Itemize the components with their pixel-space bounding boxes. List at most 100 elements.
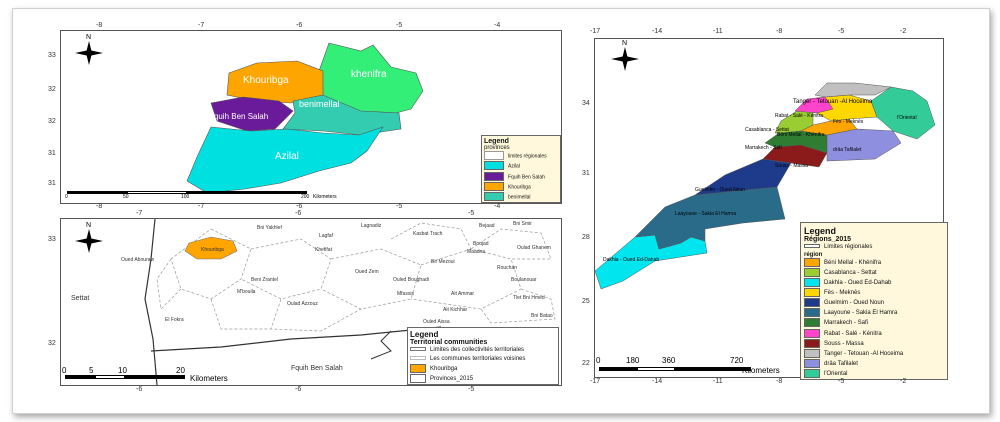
regions-map: N Tanger - Tetouan -Al Hoceima Rabat - S… <box>595 40 936 290</box>
legend-row: benimellal <box>484 192 558 202</box>
legend-subtitle: provinces <box>484 145 510 151</box>
place-label: Khouribga <box>201 247 224 253</box>
place-label: Beni Zrantel <box>251 277 278 283</box>
legend-row: Souss - Massa <box>804 338 944 349</box>
north-arrow-icon: N <box>75 34 103 65</box>
regions-legend: Legend Régions_2015 Limites régionales r… <box>800 222 948 380</box>
region-label: Laayoune - Sakia El Hamra <box>675 211 736 217</box>
legend-swatch <box>804 328 820 338</box>
region-label: Guelmim - Oued Noun <box>695 187 745 193</box>
region-label: Dakhla - Oued Ed-Dahab <box>603 257 659 263</box>
legend-swatch <box>804 298 820 308</box>
place-label: Oued Abouraw <box>121 257 155 263</box>
place-label: Oulad Azzouz <box>287 301 318 307</box>
svg-text:N: N <box>622 40 627 47</box>
legend-title: Legend <box>410 330 439 339</box>
legend-swatch <box>804 288 820 298</box>
legend-row: Provinces_2015 <box>410 374 556 384</box>
legend-swatch <box>804 278 820 288</box>
legend-swatch <box>804 268 820 278</box>
legend-label: Souss - Massa <box>824 340 864 347</box>
legend-row: Fquih Ben Salah <box>484 171 558 182</box>
place-label: Bni Batao <box>531 313 553 319</box>
legend-row: limites régionales <box>484 151 558 161</box>
place-label: Maadna <box>467 249 486 255</box>
province-legend: Legend provinces limites régionales Azil… <box>481 135 561 203</box>
legend-label: Béni Mellal - Khénifra <box>824 260 882 267</box>
azilal-province <box>186 126 384 194</box>
place-label: Ouled Aissa <box>423 319 450 325</box>
legend-label: Dakhla - Oued Ed-Dahab <box>824 280 892 287</box>
place-label: M'bouila <box>237 289 256 295</box>
legend-label: drâa Tafilalet <box>824 360 858 367</box>
legend-label: Fès - Meknès <box>824 290 861 297</box>
benimellal-province <box>282 94 402 136</box>
legend-subtitle: Régions_2015 <box>804 236 852 243</box>
region-laayoune <box>634 186 786 250</box>
region-draa <box>826 128 902 162</box>
place-label: Bni Smir <box>513 221 532 227</box>
legend-row: Limites des collectivités territoriales <box>410 346 556 355</box>
place-label: Ait Ammar <box>451 291 475 297</box>
region-label: Béni Mellal - Khénifra <box>777 132 825 138</box>
khouribga-label: Khouribga <box>243 75 289 86</box>
place-label: Lagfaf <box>319 233 333 239</box>
legend-row: l'Oriental <box>804 368 944 379</box>
legend-row: Dakhla - Oued Ed-Dahab <box>804 278 944 288</box>
legend-row: Khouribga <box>410 364 556 374</box>
legend-label: Marrakech - Safi <box>824 320 869 327</box>
region-label: Souss - Massa <box>775 163 808 169</box>
place-label: Ait Kichhar <box>443 307 468 313</box>
legend-row: drâa Tafilalet <box>804 358 944 369</box>
region-label: Fès - Meknès <box>833 119 864 125</box>
place-label: Fquih Ben Salah <box>291 365 343 372</box>
legend-row: Khouribga <box>484 182 558 192</box>
north-arrow-icon: N <box>611 40 639 71</box>
legend-swatch <box>804 258 820 267</box>
legend-swatch <box>804 348 820 358</box>
khenifra-label: khenifra <box>351 69 387 80</box>
place-label: Mfassis <box>397 291 414 297</box>
legend-row: Rabat - Salé - Kénitra <box>804 328 944 339</box>
legend-label: l'Oriental <box>824 370 848 377</box>
place-label: Lagnadiz <box>361 223 382 229</box>
azilal-label: Azilal <box>275 151 299 162</box>
place-label: Oued Zem <box>355 269 379 275</box>
region-label: Tanger - Tetouan -Al Hoceima <box>793 99 873 105</box>
legend-row: Fès - Meknès <box>804 288 944 298</box>
legend-row: Béni Mellal - Khénifra <box>804 258 944 268</box>
legend-row: Guelmim - Oued Noun <box>804 298 944 308</box>
communes-legend: Legend Territorial communities Limites d… <box>407 327 559 385</box>
legend-label: Tanger - Tetouan -Al Hoceima <box>824 350 904 357</box>
legend-row: Casablanca - Settat <box>804 268 944 278</box>
region-label: Marrakech - Safi <box>745 145 782 151</box>
legend-label: Rabat - Salé - Kénitra <box>824 330 882 337</box>
legend-swatch <box>804 338 820 348</box>
place-label: Bejaad <box>479 223 495 229</box>
province-map: Khouribga khenifra Fquih Ben Salah benim… <box>75 34 424 194</box>
fquih-ben-salah-province <box>210 96 294 132</box>
benimellal-label: benimellal <box>299 99 340 109</box>
legend-row: Limites régionales <box>804 243 944 252</box>
svg-text:N: N <box>86 34 91 41</box>
legend-label: Guelmim - Oued Noun <box>824 300 885 307</box>
region-label: drâa Tafilalet <box>833 147 862 153</box>
legend-title: Legend <box>804 226 837 236</box>
place-label: Settat <box>71 295 90 302</box>
fquih-label: Fquih Ben Salah <box>209 112 268 121</box>
place-label: Bni Yakhlef <box>257 225 282 231</box>
region-casablanca <box>774 110 814 134</box>
svg-text:N: N <box>86 222 91 229</box>
legend-row: Laayoune - Sakia El Hamra <box>804 308 944 318</box>
province-map-panel: Khouribga khenifra Fquih Ben Salah benim… <box>60 30 562 204</box>
region-label: l'Oriental <box>897 115 917 121</box>
place-label: Ouled Boughadi <box>393 277 429 283</box>
region-label: Rabat - Salé - Kénitra <box>775 113 823 119</box>
communes-map-panel: N Settat Fquih Ben Salah Oued Abouraw Kh… <box>60 218 562 386</box>
place-label: Oulad Ghanem <box>517 245 551 251</box>
place-label: Rouchan <box>497 265 518 271</box>
legend-swatch <box>804 358 820 368</box>
legend-subtitle: Territorial communities <box>410 339 488 346</box>
legend-swatch <box>804 308 820 318</box>
region-oriental <box>870 86 936 140</box>
